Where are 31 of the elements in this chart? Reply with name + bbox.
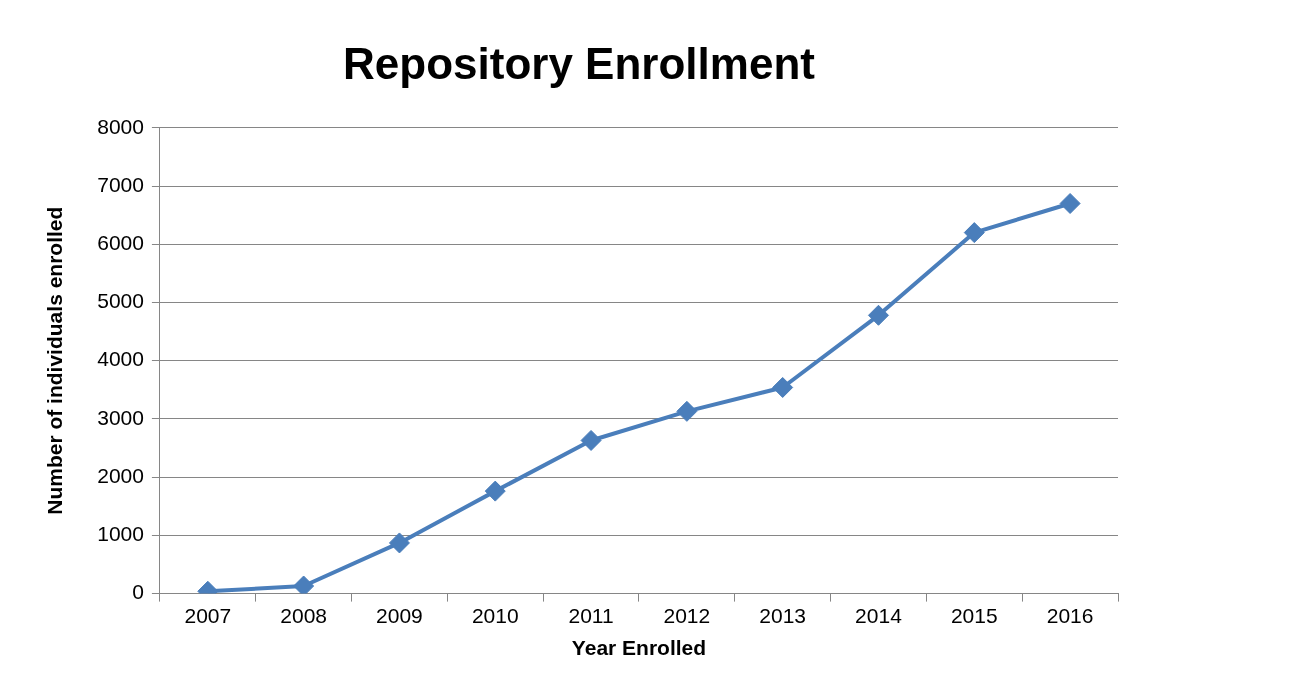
x-tick-label: 2012 xyxy=(663,604,711,627)
y-tick-label: 7000 xyxy=(97,172,144,196)
y-tick-label: 1000 xyxy=(97,522,144,546)
y-tick-label: 5000 xyxy=(97,289,144,313)
x-tick-label: 2015 xyxy=(950,604,998,627)
y-tick-label: 3000 xyxy=(97,405,144,429)
point xyxy=(867,304,889,326)
x-tick-label: 2007 xyxy=(184,604,232,627)
y-tick-label: 0 xyxy=(132,580,144,604)
x-axis-title: Year Enrolled xyxy=(571,636,707,660)
x-tick-label: 2016 xyxy=(1046,604,1094,627)
y-axis-title: Number of individuals enrolled xyxy=(43,206,67,515)
x-tick-label: 2013 xyxy=(759,604,807,627)
point xyxy=(772,376,794,398)
point xyxy=(293,575,315,594)
point xyxy=(484,480,506,502)
x-tick-label: 2009 xyxy=(376,604,423,627)
point xyxy=(1059,192,1081,214)
x-tick-label: 2014 xyxy=(855,604,903,627)
y-tick-label: 4000 xyxy=(97,347,144,371)
y-tick-label: 8000 xyxy=(97,114,144,138)
x-tick-label: 2008 xyxy=(280,604,327,627)
point xyxy=(963,222,985,244)
x-tick-label: 2011 xyxy=(568,604,614,627)
point xyxy=(580,429,602,451)
x-tick-label: 2010 xyxy=(471,604,519,627)
y-tick-label: 6000 xyxy=(97,231,144,255)
chart-title: Repository Enrollment xyxy=(343,38,816,88)
y-tick-label: 2000 xyxy=(97,463,144,487)
point xyxy=(676,400,698,422)
point xyxy=(388,532,410,554)
